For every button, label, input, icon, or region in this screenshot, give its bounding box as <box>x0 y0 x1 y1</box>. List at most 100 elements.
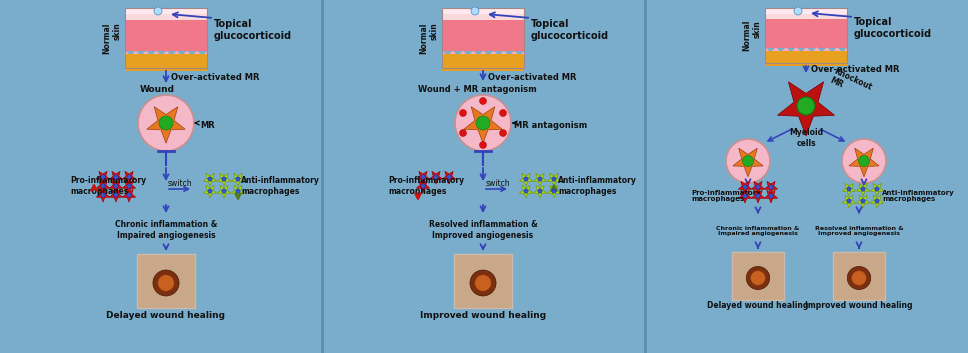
FancyBboxPatch shape <box>765 19 847 48</box>
Circle shape <box>859 156 869 167</box>
Ellipse shape <box>469 270 496 296</box>
FancyBboxPatch shape <box>442 8 524 14</box>
Polygon shape <box>533 185 547 198</box>
Circle shape <box>742 185 747 189</box>
Circle shape <box>524 189 529 193</box>
Circle shape <box>552 177 557 181</box>
FancyBboxPatch shape <box>442 54 524 71</box>
Circle shape <box>471 7 479 15</box>
Polygon shape <box>231 185 245 198</box>
Polygon shape <box>777 82 834 136</box>
Circle shape <box>476 116 490 130</box>
Circle shape <box>101 193 106 197</box>
Circle shape <box>114 175 118 179</box>
Circle shape <box>847 187 851 191</box>
Polygon shape <box>203 185 217 198</box>
Circle shape <box>842 139 886 183</box>
Circle shape <box>875 187 879 191</box>
Ellipse shape <box>475 275 491 291</box>
Polygon shape <box>218 173 230 186</box>
Circle shape <box>499 109 506 116</box>
Ellipse shape <box>746 267 770 289</box>
Polygon shape <box>751 190 765 203</box>
Polygon shape <box>464 107 502 143</box>
Polygon shape <box>857 183 869 196</box>
Text: Chronic inflammation &
Impaired angiogenesis: Chronic inflammation & Impaired angiogen… <box>716 226 800 237</box>
Text: Improved wound healing: Improved wound healing <box>805 301 913 311</box>
Circle shape <box>460 109 467 116</box>
Circle shape <box>236 189 240 193</box>
FancyBboxPatch shape <box>454 254 512 308</box>
Circle shape <box>447 175 451 179</box>
Text: Normal
skin: Normal skin <box>103 22 122 54</box>
Circle shape <box>552 189 557 193</box>
Text: Anti-inflammatory
macrophages: Anti-inflammatory macrophages <box>558 176 637 196</box>
Text: switch: switch <box>486 179 511 189</box>
Circle shape <box>794 7 802 15</box>
Text: Over-activated MR: Over-activated MR <box>171 73 259 83</box>
Text: Wound + MR antagonism: Wound + MR antagonism <box>418 85 536 95</box>
FancyBboxPatch shape <box>137 254 195 308</box>
Text: Over-activated MR: Over-activated MR <box>811 66 899 74</box>
Circle shape <box>875 199 879 203</box>
Circle shape <box>769 185 773 189</box>
Text: MR: MR <box>200 120 215 130</box>
Polygon shape <box>739 190 752 203</box>
Polygon shape <box>849 148 879 177</box>
Polygon shape <box>416 171 430 184</box>
Circle shape <box>797 97 815 115</box>
Ellipse shape <box>852 271 866 285</box>
Text: Resolved inflammation &
Improved angiogenesis: Resolved inflammation & Improved angioge… <box>429 220 537 240</box>
Polygon shape <box>97 171 109 184</box>
Text: Anti-inflammatory
macrophages: Anti-inflammatory macrophages <box>241 176 319 196</box>
FancyBboxPatch shape <box>442 20 524 51</box>
Polygon shape <box>122 189 136 202</box>
Polygon shape <box>147 107 185 143</box>
Polygon shape <box>430 171 442 184</box>
Circle shape <box>222 177 227 181</box>
Text: Resolved inflammation &
Improved angiogenesis: Resolved inflammation & Improved angioge… <box>815 226 903 237</box>
Circle shape <box>138 95 194 151</box>
Text: Pro-inflammatory
macrophages: Pro-inflammatory macrophages <box>70 176 146 196</box>
Circle shape <box>114 184 118 188</box>
Circle shape <box>127 184 132 188</box>
Circle shape <box>479 97 487 104</box>
Circle shape <box>236 177 240 181</box>
Text: Improved wound healing: Improved wound healing <box>420 311 546 321</box>
Polygon shape <box>442 171 456 184</box>
Circle shape <box>455 95 511 151</box>
Circle shape <box>499 130 506 137</box>
Polygon shape <box>751 181 765 194</box>
Circle shape <box>127 175 132 179</box>
Circle shape <box>127 193 132 197</box>
FancyBboxPatch shape <box>765 8 847 13</box>
Text: Topical
glucocorticoid: Topical glucocorticoid <box>214 19 292 41</box>
Polygon shape <box>547 185 560 198</box>
Circle shape <box>742 194 747 198</box>
Circle shape <box>159 116 173 130</box>
FancyBboxPatch shape <box>125 8 207 14</box>
FancyBboxPatch shape <box>765 50 847 66</box>
Circle shape <box>742 156 753 167</box>
FancyBboxPatch shape <box>125 54 207 71</box>
Text: Delayed wound healing: Delayed wound healing <box>106 311 226 321</box>
Polygon shape <box>231 173 245 186</box>
Text: Anti-inflammatory
macrophages: Anti-inflammatory macrophages <box>882 190 954 203</box>
Circle shape <box>421 184 425 188</box>
Polygon shape <box>97 189 109 202</box>
Circle shape <box>154 7 162 15</box>
Circle shape <box>538 177 542 181</box>
Polygon shape <box>218 185 230 198</box>
Circle shape <box>460 130 467 137</box>
Polygon shape <box>97 180 109 193</box>
Circle shape <box>222 189 227 193</box>
Text: Pro-inflammatory
macrophages: Pro-inflammatory macrophages <box>388 176 464 196</box>
FancyBboxPatch shape <box>732 252 784 300</box>
Ellipse shape <box>153 270 179 296</box>
Ellipse shape <box>158 275 174 291</box>
Circle shape <box>538 189 542 193</box>
Polygon shape <box>765 181 777 194</box>
Polygon shape <box>733 148 763 177</box>
Polygon shape <box>203 173 217 186</box>
Circle shape <box>208 189 212 193</box>
